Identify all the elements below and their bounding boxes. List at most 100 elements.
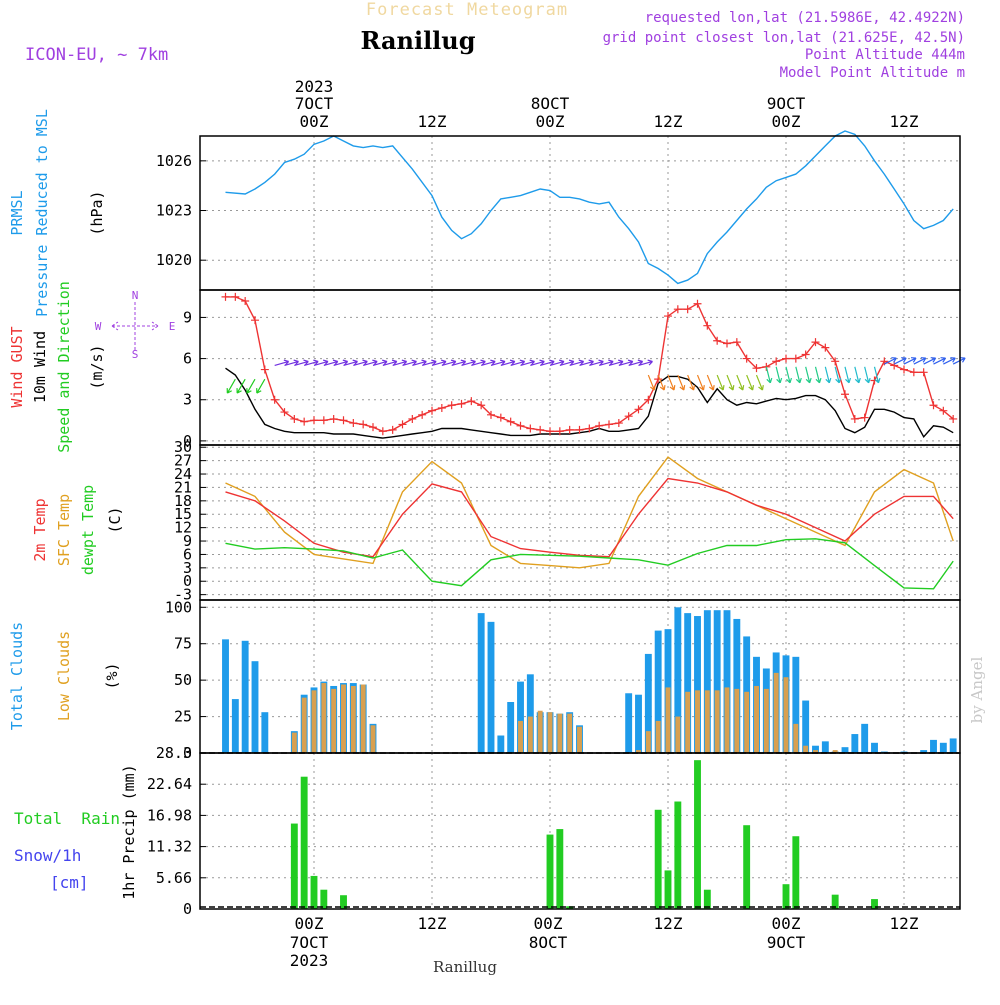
- gust-marker: [929, 401, 938, 410]
- gust-marker: [841, 390, 849, 399]
- temp-tick-label: 6: [183, 545, 192, 563]
- gust-marker: [467, 397, 476, 406]
- clouds-tick-label: 100: [165, 598, 192, 616]
- wind-direction-arrow: [844, 366, 852, 384]
- wind-direction-arrow: [873, 366, 881, 384]
- gust-marker: [614, 419, 623, 428]
- info-requested: requested lon,lat (21.5986E, 42.4922N): [645, 10, 965, 26]
- gust-marker: [664, 312, 672, 321]
- low-cloud-bar: [813, 750, 818, 753]
- bottom-date-8oct: 8OCT: [529, 933, 568, 952]
- rain-bar: [694, 760, 701, 909]
- total-cloud-bar: [694, 616, 701, 753]
- top-hour-12z-7oct: 12Z: [418, 112, 447, 131]
- total-cloud-bar: [487, 621, 495, 753]
- wind-direction-arrow: [765, 366, 773, 384]
- low-cloud-bar: [537, 710, 543, 753]
- pressure-tick-label: 1026: [156, 152, 192, 170]
- low-cloud-bar: [655, 720, 661, 753]
- gust-marker: [457, 399, 466, 408]
- rain-bar: [831, 894, 839, 909]
- total-cloud-bar: [526, 674, 534, 753]
- gust-marker: [359, 420, 368, 429]
- pressure-label-reduced: Pressure Reduced to MSL: [33, 109, 51, 317]
- low-cloud-bar: [645, 731, 651, 753]
- total-cloud-bar: [251, 661, 259, 753]
- gust-marker: [909, 368, 918, 377]
- gust-marker: [506, 417, 515, 426]
- total-cloud-bar: [477, 613, 485, 753]
- bottom-hour-00z-9oct: 00Z: [772, 914, 801, 933]
- clouds-tick-label: 0: [183, 744, 192, 762]
- gust-marker: [231, 292, 240, 301]
- low-cloud-bar: [321, 683, 327, 753]
- gust-marker: [536, 425, 545, 434]
- info-grid-point: grid point closest lon,lat (21.625E, 42.…: [603, 30, 965, 46]
- wind-direction-arrow: [657, 374, 666, 391]
- total-cloud-bar: [821, 741, 829, 753]
- gust-marker: [585, 424, 594, 433]
- low-cloud-bar: [695, 690, 700, 753]
- gust-marker: [752, 364, 761, 373]
- low-cloud-bar: [636, 750, 641, 753]
- gust-marker: [644, 395, 653, 404]
- precip-label-cm: [cm]: [50, 873, 89, 892]
- rain-bar: [290, 823, 298, 909]
- temp-tick-label: 12: [174, 519, 192, 537]
- info-point-altitude: Point Altitude 444m: [805, 47, 965, 63]
- rain-bar: [310, 875, 318, 909]
- gust-marker: [890, 361, 899, 370]
- gust-marker: [487, 410, 495, 419]
- gust-marker: [398, 420, 407, 429]
- pressure-tick-label: 1023: [156, 202, 192, 220]
- pressure-unit: (hPa): [88, 190, 106, 235]
- low-cloud-bar: [301, 697, 307, 753]
- top-hour-00z-8oct: 00Z: [536, 112, 565, 131]
- wind-tick-label: 0: [183, 432, 192, 450]
- chart-title: Ranillug: [360, 26, 475, 55]
- total-cloud-bar: [644, 653, 652, 753]
- wind-direction-arrow: [903, 357, 917, 365]
- t2m-line: [225, 477, 954, 558]
- gust-marker: [329, 414, 338, 423]
- low-cloud-bar: [773, 672, 779, 753]
- low-cloud-bar: [360, 684, 366, 753]
- low-cloud-bar: [704, 690, 710, 753]
- clouds-label-total: Total Clouds: [8, 622, 26, 730]
- gust-marker: [447, 401, 456, 410]
- sfc-temp-line: [225, 456, 954, 569]
- top-hour-00z-7oct: 00Z: [300, 112, 329, 131]
- wind-direction-arrow: [726, 374, 735, 391]
- gust-marker: [565, 425, 574, 434]
- pressure-line: [225, 130, 954, 285]
- precip-label-snow: Snow/1h: [14, 846, 81, 865]
- gust-marker: [339, 416, 348, 425]
- dewpoint-line: [225, 538, 954, 590]
- top-hour-00z-9oct: 00Z: [772, 112, 801, 131]
- gust-marker: [477, 401, 486, 410]
- low-cloud-bar: [714, 690, 720, 753]
- total-cloud-bar: [497, 735, 505, 753]
- gust-marker: [732, 338, 741, 347]
- info-model-altitude: Model Point Altitude m: [780, 65, 965, 81]
- total-cloud-bar: [841, 747, 849, 753]
- rain-bar: [300, 776, 308, 909]
- top-date-8oct: 8OCT: [531, 94, 570, 113]
- temp-tick-label: 24: [174, 465, 192, 483]
- gust-marker: [634, 405, 643, 414]
- gust-marker: [801, 350, 810, 359]
- precip-label-rain: Total Rain: [14, 809, 120, 828]
- wind-direction-arrow: [913, 357, 927, 365]
- rain-bar: [664, 870, 672, 909]
- bottom-date-9oct: 9OCT: [767, 933, 806, 952]
- tick-layer: 1020102310260369-30369121518212427300255…: [147, 152, 206, 918]
- total-cloud-bar: [684, 613, 692, 753]
- total-cloud-bar: [930, 739, 937, 753]
- gust-marker: [349, 419, 358, 428]
- compass-n: N: [132, 289, 139, 302]
- wind-direction-arrow: [638, 359, 653, 367]
- gust-marker: [280, 408, 289, 417]
- gust-marker: [713, 336, 722, 345]
- bottom-year: 2023: [290, 951, 329, 970]
